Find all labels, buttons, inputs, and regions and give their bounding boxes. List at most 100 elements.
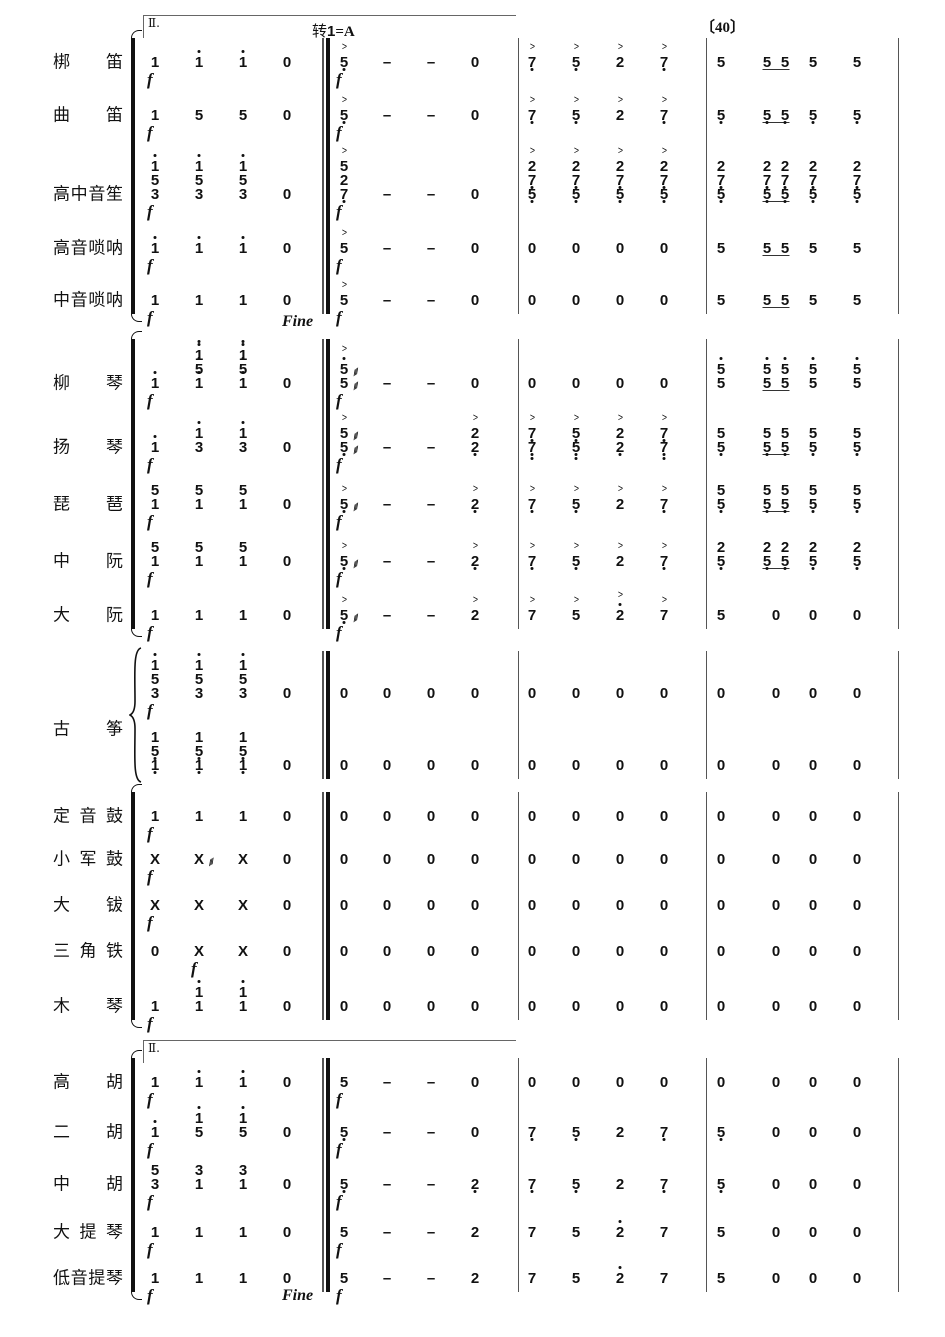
note-cell: – xyxy=(383,54,392,71)
low-octave-dot xyxy=(719,567,723,570)
instrument-label: 大 钹 xyxy=(53,895,123,916)
note: 2 > xyxy=(615,589,625,625)
note-cell: 0 xyxy=(471,186,480,203)
beat: 0 xyxy=(616,292,625,309)
chord: 2 >7 5 xyxy=(615,146,625,203)
note: 0 xyxy=(382,685,392,702)
note-cell: 0 xyxy=(282,998,292,1015)
extension-dash: – xyxy=(426,1124,436,1141)
note-cell: 0 xyxy=(471,943,480,960)
note: 0 xyxy=(470,808,480,825)
note: 5 xyxy=(852,553,862,570)
beat: 2 xyxy=(471,1224,480,1241)
beat: 5 xyxy=(809,107,818,124)
note-cell: 7 > xyxy=(528,541,537,570)
beat: – xyxy=(427,496,436,513)
note: 2 xyxy=(616,1220,625,1241)
note: 0 xyxy=(150,943,160,960)
percussion-hit: X xyxy=(193,897,205,914)
beat: – xyxy=(383,292,392,309)
note-cell: 5 > xyxy=(340,228,349,258)
beat: 0 xyxy=(340,685,349,702)
note: 0 xyxy=(470,375,480,392)
note: 5 xyxy=(780,425,790,442)
beat: 1 xyxy=(239,1224,248,1241)
beat: – xyxy=(426,1124,436,1141)
note: 1 xyxy=(195,1106,204,1127)
note-cell: X xyxy=(150,897,160,914)
beat: 0 xyxy=(853,1270,862,1287)
note-cell: 7 xyxy=(528,1270,537,1287)
note-cell: 7 > xyxy=(660,484,669,513)
note-cell: 0 xyxy=(853,851,862,868)
low-octave-dot xyxy=(662,1138,666,1141)
note: 0 xyxy=(527,292,537,309)
note: 3 xyxy=(194,186,204,203)
beat: 0 xyxy=(471,897,480,914)
note: 5 xyxy=(852,54,862,71)
dynamic-forte: f xyxy=(147,1240,153,1259)
accent-mark: > xyxy=(617,412,623,424)
note: 5 xyxy=(762,186,772,203)
note: 0 xyxy=(659,1074,669,1091)
note: 0 xyxy=(808,757,818,774)
beat: – xyxy=(427,439,436,456)
note: 0 xyxy=(282,998,292,1015)
note-cell: 5 xyxy=(572,1270,581,1287)
note-cell: 1 xyxy=(151,1120,160,1141)
note: 5 xyxy=(808,425,818,442)
note-cell: 0 xyxy=(572,897,581,914)
accent-mark: > xyxy=(573,145,579,157)
note-cell: 0 xyxy=(772,1176,781,1193)
beat: 7 > xyxy=(660,484,669,513)
dynamic-forte: f xyxy=(147,1090,153,1109)
beat: 0 xyxy=(660,375,669,392)
note-cell: 0 xyxy=(528,240,537,257)
note: 5 xyxy=(780,553,790,570)
note: 5///> xyxy=(339,540,358,571)
note-cell: 0 xyxy=(717,943,726,960)
beat: 0 xyxy=(616,240,625,257)
note: 0 xyxy=(527,375,537,392)
dynamic-forte: f xyxy=(336,512,342,531)
beat: 7 > xyxy=(528,595,537,625)
beat: 2 >7 5 xyxy=(660,146,669,203)
note-cell: 0 xyxy=(660,375,669,392)
beat: 0 xyxy=(470,375,480,392)
note: 7 xyxy=(659,1124,669,1141)
note: 1 xyxy=(238,1176,248,1193)
high-octave-dot xyxy=(197,50,201,53)
note-cell: 0 xyxy=(717,757,726,774)
note: 7 xyxy=(615,172,625,189)
percussion-hit: X xyxy=(237,851,249,868)
note-cell: 1 xyxy=(195,236,204,257)
beat: 0 xyxy=(471,54,480,71)
note: 5 xyxy=(571,186,581,203)
accent-mark: > xyxy=(573,483,579,495)
dynamic-forte: f xyxy=(147,202,153,221)
note-cell: 5 xyxy=(763,54,772,71)
note-cell: 0 xyxy=(660,240,669,257)
barline xyxy=(898,651,899,779)
note: 7 > xyxy=(659,41,669,71)
beat: 5 >5 xyxy=(572,413,581,460)
note-cell: 5 xyxy=(717,54,726,71)
beat: 0 xyxy=(809,897,818,914)
note: 5 xyxy=(194,1124,204,1141)
note-cell: 5 > xyxy=(572,95,581,124)
extension-dash: – xyxy=(382,107,392,124)
note: 5 xyxy=(716,482,726,499)
note: 5 xyxy=(339,1176,349,1193)
beat: 0 xyxy=(528,757,537,774)
tremolo-mark: /// xyxy=(353,430,358,443)
